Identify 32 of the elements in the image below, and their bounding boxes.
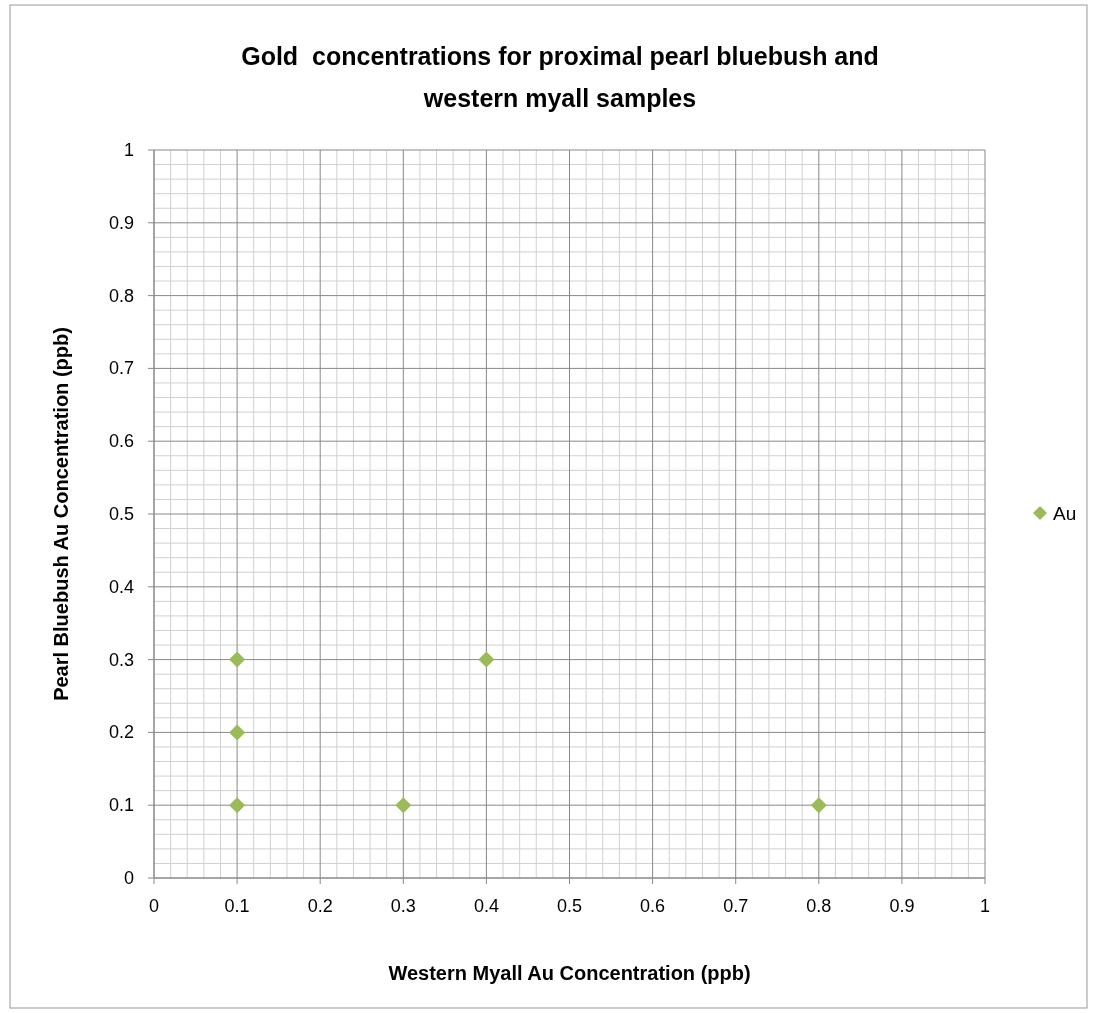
y-tick-label: 0.8 (108, 285, 134, 306)
x-axis-title: Western Myall Au Concentration (ppb) (388, 962, 751, 984)
y-tick-label: 1 (123, 140, 134, 160)
x-tick-label: 0.3 (390, 896, 416, 916)
chart-title: Gold concentrations for proximal pearl bluebush and western myall samples (241, 42, 879, 112)
point (229, 724, 246, 741)
x-tick-label: 0.2 (307, 896, 333, 916)
x-tick-label: 0.7 (723, 896, 749, 916)
y-axis-title: Pearl Bluebush Au Concentration (ppb) (50, 327, 72, 701)
y-tick-label: 0 (123, 868, 134, 888)
x-tick-label: 0.5 (556, 896, 583, 916)
x-tick-label: 0.9 (889, 896, 915, 916)
legend-label: Au (1053, 503, 1077, 524)
x-tick-label: 0.8 (806, 896, 832, 916)
y-tick-label: 0.6 (108, 431, 134, 452)
y-tick-label: 0.9 (108, 212, 134, 233)
y-tick-label: 0.7 (108, 358, 134, 379)
point (478, 651, 495, 668)
y-tick-label: 0.4 (108, 576, 134, 597)
point (395, 797, 412, 814)
point (229, 797, 246, 814)
y-tick-label: 0.2 (108, 722, 134, 743)
x-tick-label: 0.1 (224, 896, 250, 916)
x-tick-label: 0.6 (640, 896, 666, 916)
x-tick-label: 1 (979, 896, 991, 916)
point (810, 797, 827, 814)
x-tick-label: 0 (148, 896, 160, 916)
x-tick-label: 0.4 (473, 896, 499, 916)
point (229, 651, 246, 668)
y-tick-label: 0.3 (108, 649, 134, 670)
y-tick-label: 0.1 (108, 795, 134, 816)
y-tick-label: 0.5 (108, 504, 134, 524)
